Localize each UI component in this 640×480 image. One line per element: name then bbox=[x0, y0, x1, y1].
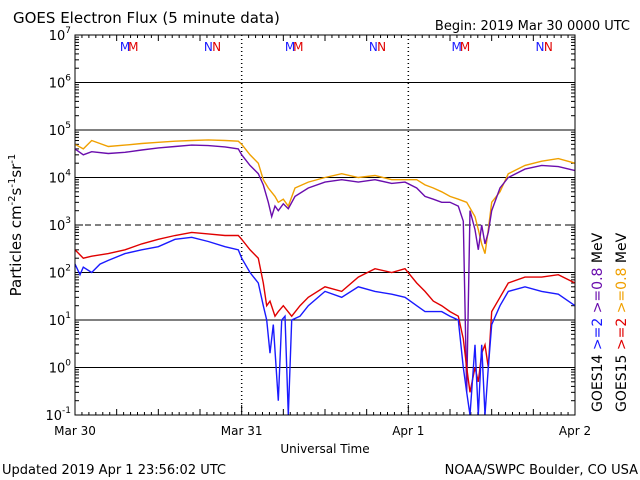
legend-entry: GOES14 bbox=[590, 354, 606, 412]
y-tick-base: 10 bbox=[49, 267, 66, 282]
y-tick-base: 10 bbox=[49, 219, 66, 234]
ylabel-exp3: -1 bbox=[7, 154, 18, 164]
x-tick-label: Mar 31 bbox=[221, 424, 263, 438]
marker-label: M bbox=[293, 40, 303, 54]
y-tick-exp: 5 bbox=[65, 121, 71, 131]
legend-column: GOES14 >=2 >=0.8 MeV bbox=[590, 232, 606, 412]
y-tick-exp: 4 bbox=[65, 169, 71, 179]
marker-label: M bbox=[128, 40, 138, 54]
grid-lines bbox=[74, 34, 576, 416]
marker-label: N bbox=[544, 40, 553, 54]
y-tick-exp: 6 bbox=[65, 74, 71, 84]
legend-entry: >=2 bbox=[590, 318, 606, 355]
plot-frame bbox=[74, 34, 576, 416]
y-tick-label: 10-1 bbox=[45, 406, 71, 424]
series-line bbox=[74, 236, 576, 416]
legend-entry: GOES15 bbox=[614, 355, 630, 412]
marker-label: N bbox=[212, 40, 221, 54]
y-tick-base: 10 bbox=[49, 124, 66, 139]
y-tick-base: 10 bbox=[45, 409, 62, 424]
y-tick-exp: 2 bbox=[65, 264, 71, 274]
y-tick-base: 10 bbox=[49, 77, 66, 92]
y-tick-exp: 3 bbox=[65, 216, 71, 226]
y-tick-label: 100 bbox=[49, 359, 72, 377]
x-axis-label: Universal Time bbox=[280, 442, 369, 456]
y-tick-label: 104 bbox=[49, 169, 72, 187]
y-tick-exp: -1 bbox=[62, 406, 71, 416]
updated-timestamp: Updated 2019 Apr 1 23:56:02 UTC bbox=[2, 463, 226, 478]
y-tick-exp: 1 bbox=[65, 311, 71, 321]
y-tick-label: 107 bbox=[49, 26, 71, 44]
ylabel-exp1: -2 bbox=[7, 195, 18, 205]
y-tick-base: 10 bbox=[49, 362, 66, 377]
ylabel-mid2: sr bbox=[7, 163, 25, 178]
series-line bbox=[74, 231, 576, 393]
legend-entry: MeV bbox=[614, 232, 630, 267]
y-tick-label: 103 bbox=[49, 216, 71, 234]
y-tick-label: 105 bbox=[49, 121, 71, 139]
y-tick-label: 102 bbox=[49, 264, 71, 282]
chart-title: GOES Electron Flux (5 minute data) bbox=[13, 9, 280, 27]
marker-label: N bbox=[377, 40, 386, 54]
marker-label: M bbox=[451, 40, 461, 54]
marker-label: M bbox=[120, 40, 130, 54]
x-tick-labels: Mar 30 Mar 31 Apr 1 Apr 2 bbox=[54, 424, 591, 438]
ylabel-exp2: -1 bbox=[7, 178, 18, 188]
series-line bbox=[74, 144, 576, 393]
series-line bbox=[74, 139, 576, 254]
y-tick-base: 10 bbox=[49, 29, 66, 44]
legend-entry: >=2 bbox=[614, 318, 630, 355]
marker-label: N bbox=[369, 40, 378, 54]
source-credit: NOAA/SWPC Boulder, CO USA bbox=[445, 463, 638, 478]
y-tick-exp: 7 bbox=[65, 26, 71, 36]
y-tick-exp: 0 bbox=[65, 359, 71, 369]
magnetopause-markers: M M MM M MN N NN N N bbox=[120, 40, 553, 54]
marker-label: N bbox=[204, 40, 213, 54]
y-tick-label: 101 bbox=[49, 311, 71, 329]
y-tick-label: 106 bbox=[49, 74, 72, 92]
legend-entry: >=0.8 bbox=[614, 268, 630, 318]
legend-entry: MeV bbox=[590, 232, 606, 267]
ylabel-main: Particles cm bbox=[7, 205, 25, 296]
y-tick-base: 10 bbox=[49, 314, 66, 329]
marker-label: M bbox=[460, 40, 470, 54]
y-axis-label: Particles cm-2s-1sr-1 bbox=[7, 154, 25, 297]
legend-entry: >=0.8 bbox=[590, 268, 606, 318]
legend-column: GOES15 >=2 >=0.8 MeV bbox=[614, 232, 630, 412]
y-tick-base: 10 bbox=[49, 172, 66, 187]
begin-label: Begin: 2019 Mar 30 0000 UTC bbox=[435, 19, 630, 34]
x-tick-label: Mar 30 bbox=[54, 424, 96, 438]
marker-label: M bbox=[285, 40, 295, 54]
marker-label: N bbox=[536, 40, 545, 54]
ylabel-mid1: s bbox=[7, 187, 25, 195]
x-tick-label: Apr 2 bbox=[559, 424, 591, 438]
x-tick-label: Apr 1 bbox=[392, 424, 424, 438]
series-lines bbox=[74, 139, 576, 416]
